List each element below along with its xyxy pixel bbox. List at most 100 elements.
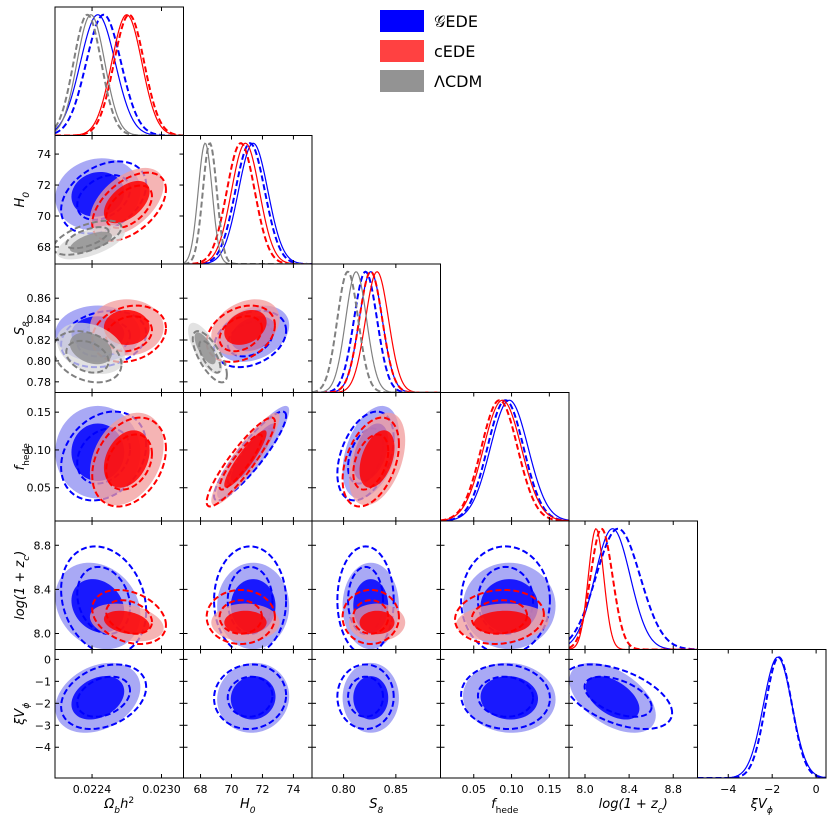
y-axis-label-xv: ξVϕ [13, 703, 32, 726]
x-tick-label: 0.85 [384, 783, 409, 796]
contour-s8-lz-s3-l0 [341, 588, 400, 645]
y-tick-label: 0.10 [27, 444, 52, 457]
panel-content [213, 662, 290, 733]
contour-s8-lz-s1-l1 [347, 565, 385, 635]
contour-fhede-xv-s1-l1 [476, 675, 535, 718]
x-tick-label: 72 [255, 783, 269, 796]
contour-omb-h0-s5-l1 [65, 226, 110, 250]
marginal-fhede-series-2 [440, 399, 569, 521]
panel-omb-omb [54, 6, 184, 136]
panel-lz-xv: 8.0 8.4 8.8 [568, 649, 698, 796]
panel-content [336, 405, 406, 508]
y-tick-label: 0.05 [27, 482, 52, 495]
contour-h0-s8-s5-l1 [198, 339, 222, 374]
contour-h0-lz-s2-l1 [224, 610, 267, 635]
contour-fhede-lz-s1-l0 [460, 545, 551, 650]
panel-content [454, 545, 556, 650]
x-tick-label: 0.10 [499, 783, 524, 796]
panel-content [312, 270, 441, 393]
y-tick-label: 8.8 [34, 539, 52, 552]
contour-s8-xv-s1-l0 [336, 663, 395, 731]
x-axis-label-xv: ξVϕ [750, 797, 773, 816]
y-tick-label: 8.4 [34, 583, 52, 596]
contour-omb-h0-s3-l1 [105, 184, 153, 229]
contour-omb-fhede-s2-l1 [103, 430, 150, 488]
legend-entry-2: ΛCDM [380, 70, 482, 92]
legend-swatch [380, 70, 424, 92]
contour-omb-fhede-s3-l0 [91, 416, 167, 508]
contour-lz-xv-s1-l1 [583, 675, 653, 718]
contour-fhede-xv-s0-l1 [480, 676, 539, 720]
y-axis-label-h0: H0 [13, 192, 32, 208]
panel-content [205, 405, 290, 508]
panel-h0-xv: 68 70 72 74 [183, 649, 313, 796]
panel-s8-lz [311, 520, 441, 650]
contour-s8-fhede-s3-l0 [341, 416, 400, 508]
contour-omb-h0-s1-l1 [76, 174, 132, 221]
panel-frame [54, 6, 184, 136]
legend-label: ΛCDM [434, 72, 482, 91]
contour-h0-fhede-s2-l1 [224, 430, 267, 488]
y-tick-label: 70 [37, 210, 51, 223]
contour-h0-s8-s5-l0 [191, 330, 228, 384]
contour-h0-s8-s3-l0 [205, 304, 276, 363]
panel-content [55, 662, 148, 733]
contour-omb-s8-s5-l1 [65, 339, 110, 374]
x-axis-label-s8: S8 [369, 797, 383, 816]
marginal-fhede-series-3 [440, 399, 569, 521]
contour-h0-lz-s3-l1 [218, 599, 263, 635]
contour-lz-xv-s0-l1 [585, 676, 640, 720]
legend: 𝒢EDE cEDE ΛCDM [380, 10, 482, 92]
y-axis-label-s8: S8 [13, 321, 32, 335]
x-tick-label: 8.8 [664, 783, 682, 796]
contour-fhede-lz-s3-l1 [470, 599, 529, 635]
contour-h0-fhede-s3-l0 [205, 416, 276, 508]
panel-content [569, 527, 698, 650]
panel-content [569, 662, 674, 733]
legend-swatch [380, 40, 424, 62]
panel-content [55, 299, 167, 384]
marginal-fhede-series-1 [440, 399, 569, 521]
marginal-h0-series-4 [183, 142, 312, 264]
y-tick-label: 0.82 [27, 334, 52, 347]
panel-s8-s8 [311, 263, 441, 393]
x-tick-label: 0.05 [462, 783, 487, 796]
contour-s8-xv-s0-l1 [353, 676, 389, 720]
y-tick-label: 0.15 [27, 406, 52, 419]
contour-omb-h0-s3-l0 [91, 171, 167, 242]
panel-content [183, 142, 312, 264]
x-tick-label: 0 [813, 783, 820, 796]
marginal-s8-series-5 [312, 270, 441, 393]
x-tick-label: 70 [224, 783, 238, 796]
panel-content [55, 405, 167, 508]
x-tick-label: 0.15 [537, 783, 562, 796]
contour-h0-xv-s0-l1 [230, 676, 276, 720]
y-tick-label: 8.0 [34, 628, 52, 641]
marginal-lz-series-2 [569, 527, 698, 650]
panel-fhede-fhede [440, 392, 570, 522]
x-tick-label: 68 [194, 783, 208, 796]
marginal-fhede-series-0 [440, 399, 569, 521]
panel-content [55, 545, 167, 650]
x-tick-label: −4 [720, 783, 736, 796]
panel-content [336, 545, 406, 650]
marginal-s8-series-1 [312, 270, 441, 393]
contour-h0-lz-s1-l0 [213, 545, 288, 650]
y-tick-label: 0.80 [27, 355, 52, 368]
contour-s8-lz-s2-l1 [359, 610, 395, 635]
y-tick-label: −1 [35, 675, 51, 688]
contour-omb-lz-s2-l1 [103, 610, 150, 635]
y-tick-label: 72 [37, 179, 51, 192]
marginal-xv-series-0 [697, 656, 826, 778]
panel-content [697, 656, 826, 778]
contour-fhede-lz-s2-l1 [473, 610, 532, 635]
panel-content [440, 399, 569, 521]
panels: 68 70 72 74 0.78 0.80 0.82 0.84 0.86 0.05 0.10 0.15… [13, 6, 827, 816]
x-axis-label-fhede: fhede [491, 797, 519, 816]
contour-s8-xv-s1-l1 [347, 675, 385, 718]
legend-label: 𝒢EDE [434, 12, 478, 31]
x-axis-label-omb: Ωbh2 [103, 796, 134, 816]
y-tick-label: 74 [37, 148, 51, 161]
marginal-omb-series-4 [55, 14, 184, 136]
y-tick-label: 0.86 [27, 292, 52, 305]
